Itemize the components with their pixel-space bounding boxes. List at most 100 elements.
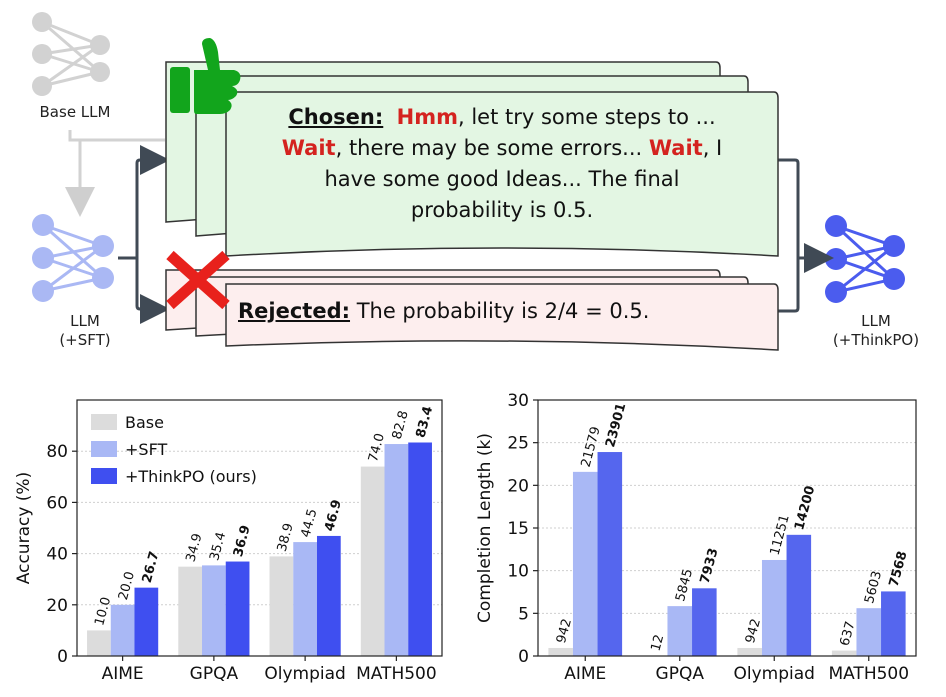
chosen-hmm: Hmm	[396, 105, 458, 129]
y-tick-label: 20	[46, 596, 68, 616]
bar-value-label: 44.5	[298, 507, 320, 539]
bar-value-label: 14200	[792, 484, 818, 532]
thumbs-up-icon	[170, 38, 241, 114]
bar-value-label: 12	[649, 633, 668, 653]
chosen-line-3: have some good Ideas... The final	[324, 167, 680, 191]
x-tick-label: GPQA	[656, 664, 705, 684]
thinkpo-diagram	[32, 12, 905, 351]
bar	[316, 535, 341, 656]
sft-llm-label-line1: LLM	[70, 312, 100, 330]
x-tick-label: AIME	[564, 664, 606, 684]
bar	[134, 587, 159, 656]
y-tick-label: 60	[46, 493, 68, 513]
cross-icon	[166, 250, 230, 310]
bar-value-label: 10.0	[92, 596, 114, 628]
chosen-text-3: , I	[702, 136, 723, 160]
y-axis-label: Accuracy (%)	[14, 472, 34, 584]
y-tick-label: 10	[507, 562, 529, 582]
bar-value-label: 26.7	[140, 550, 163, 585]
base-to-sft-connector	[65, 130, 165, 217]
bar-value-label: 637	[838, 620, 859, 648]
chosen-wait-1: Wait	[281, 136, 336, 160]
bar-value-label: 942	[554, 617, 575, 645]
plot-frame	[76, 399, 443, 657]
x-tick-label: MATH500	[828, 664, 909, 684]
x-tick-label: AIME	[102, 664, 144, 684]
thinkpo-llm-label-line2: (+ThinkPO)	[832, 331, 920, 349]
legend-swatch	[91, 468, 117, 484]
chosen-text: Chosen: Hmm, let try some steps to ... W…	[232, 102, 772, 226]
rejected-body: The probability is 2/4 = 0.5.	[350, 299, 650, 323]
bar	[881, 591, 906, 656]
chosen-text-1: , let try some steps to ...	[457, 105, 716, 129]
legend-label: Base	[125, 413, 164, 432]
bar	[87, 630, 111, 656]
flow-connectors	[118, 145, 834, 324]
y-tick-label: 0	[518, 647, 529, 667]
y-tick-label: 40	[46, 545, 68, 565]
bar-value-label: 7568	[887, 550, 911, 589]
sft-llm-neural-net-icon	[32, 214, 114, 302]
thinkpo-llm-neural-net-icon	[825, 215, 905, 303]
x-tick-label: MATH500	[356, 664, 437, 684]
bar	[360, 466, 385, 656]
y-tick-label: 80	[46, 442, 68, 462]
y-tick-label: 5	[518, 604, 529, 624]
base-llm-label: Base LLM	[39, 103, 111, 121]
bar-value-label: 82.8	[390, 409, 412, 441]
y-tick-label: 0	[57, 647, 68, 667]
bar	[384, 444, 409, 656]
accuracy-chart: 0 20 40 60 80 10.0 34.9 38.9 74.0 20.0 35.4 44.5 82.…	[14, 399, 443, 684]
y-tick-label: 25	[507, 434, 529, 454]
rejected-tag: Rejected:	[238, 299, 351, 323]
bar	[761, 559, 787, 656]
bar	[856, 608, 882, 656]
y-tick-label: 20	[507, 476, 529, 496]
bar	[178, 566, 203, 656]
chosen-line-4: probability is 0.5.	[410, 198, 594, 222]
chosen-card-stack	[165, 61, 779, 257]
base-llm-neural-net-icon	[32, 12, 110, 96]
bar-value-label: 7933	[698, 547, 722, 586]
y-tick-label: 15	[507, 519, 529, 539]
bar-value-label: 34.9	[184, 532, 206, 564]
sft-llm-label-line2: (+SFT)	[59, 331, 111, 349]
bar	[293, 542, 317, 656]
bar-value-label: 38.9	[275, 522, 297, 554]
plot-frame	[537, 399, 917, 657]
bar-value-label: 35.4	[207, 531, 229, 563]
bar	[225, 561, 250, 656]
bar	[786, 534, 812, 656]
chosen-text-2: , there may be some errors...	[335, 136, 649, 160]
bar	[572, 471, 598, 656]
chosen-tag: Chosen:	[288, 105, 384, 129]
x-tick-label: Olympiad	[264, 664, 345, 684]
legend: Base +SFT +ThinkPO (ours)	[91, 413, 257, 486]
x-tick-label: Olympiad	[734, 664, 815, 684]
bar	[692, 588, 717, 656]
bar	[737, 647, 762, 656]
bar	[597, 452, 623, 656]
bar	[202, 565, 226, 656]
bar	[831, 650, 857, 656]
legend-label: +SFT	[125, 440, 167, 459]
y-tick-label: 30	[507, 391, 529, 411]
bar	[269, 556, 294, 656]
x-tick-label: GPQA	[190, 664, 239, 684]
legend-label: +ThinkPO (ours)	[125, 467, 257, 486]
bar-value-label: 942	[743, 617, 764, 645]
chosen-wait-2: Wait	[648, 136, 703, 160]
thinkpo-llm-label-line1: LLM	[861, 312, 891, 330]
legend-swatch	[91, 441, 117, 457]
bar	[110, 604, 135, 656]
rejected-card-stack	[165, 269, 779, 351]
bar-value-label: 74.0	[366, 432, 388, 464]
y-axis-label: Completion Length (k)	[475, 433, 495, 623]
bar	[408, 442, 432, 656]
bar-value-label: 23901	[603, 402, 629, 450]
bar	[548, 647, 573, 656]
bar	[667, 606, 693, 656]
bar-value-label: 46.9	[322, 498, 345, 533]
bar-value-label: 83.4	[413, 405, 436, 440]
